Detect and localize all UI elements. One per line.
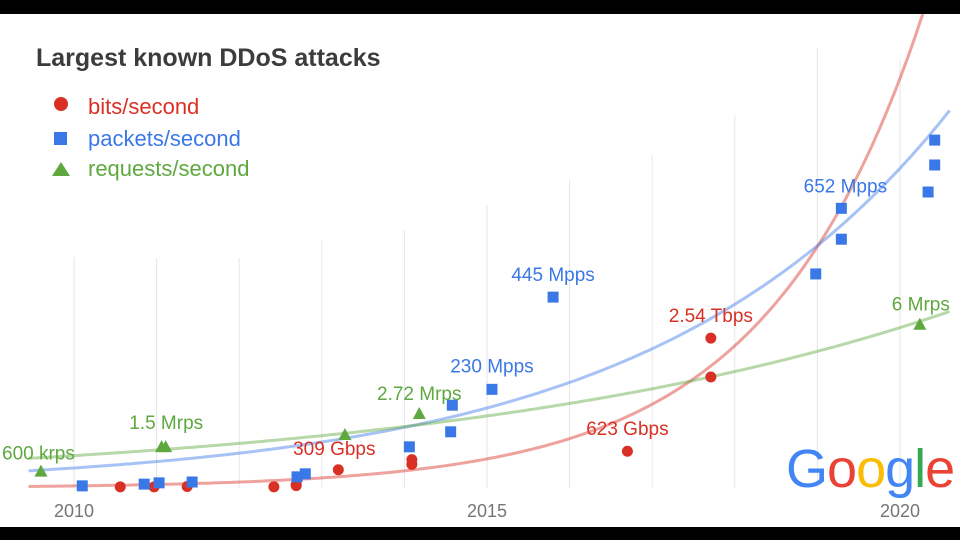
- annotation-label: 623 Gbps: [586, 419, 668, 440]
- annotation-label: 2.72 Mrps: [377, 384, 461, 405]
- data-point-packets: [922, 186, 934, 198]
- triangle-marker-icon: [52, 162, 70, 176]
- data-point-packets: [486, 383, 498, 395]
- data-point-bits: [705, 332, 717, 344]
- gridlines: [73, 48, 901, 488]
- data-point-packets: [138, 478, 150, 490]
- data-point-bits: [406, 458, 418, 470]
- legend-label: packets/second: [88, 126, 241, 151]
- trendlines: [28, 14, 951, 488]
- chart-canvas: 2010 2015 2020 600 krps 1.5 Mrps 309 Gbps 2.7…: [0, 14, 960, 527]
- x-tick-label: 2020: [880, 501, 920, 521]
- annotation-label: 600 krps: [2, 444, 75, 465]
- data-points: [34, 134, 941, 493]
- data-point-packets: [445, 426, 457, 438]
- data-point-packets: [810, 268, 822, 280]
- data-point-requests: [159, 440, 173, 453]
- annotation-label: 2.54 Tbps: [669, 306, 753, 327]
- x-axis-ticks: 2010 2015 2020: [54, 501, 920, 521]
- data-point-packets: [929, 159, 941, 171]
- annotations: 600 krps 1.5 Mrps 309 Gbps 2.72 Mrps 230 Mpp…: [2, 176, 950, 464]
- data-point-packets: [76, 480, 88, 492]
- data-point-packets: [835, 233, 847, 245]
- data-point-bits: [621, 445, 633, 457]
- annotation-label: 230 Mpps: [450, 356, 533, 377]
- square-marker-icon: [54, 132, 67, 145]
- logo-letter: o: [856, 439, 886, 499]
- x-tick-label: 2010: [54, 501, 94, 521]
- logo-letter: g: [885, 439, 915, 499]
- annotation-label: 1.5 Mrps: [129, 413, 203, 434]
- data-point-bits: [705, 371, 717, 383]
- logo-letter: G: [786, 439, 828, 499]
- logo-letter: o: [827, 439, 857, 499]
- data-point-packets: [299, 468, 311, 480]
- annotation-label: 6 Mrps: [892, 295, 950, 316]
- trendline-circle: [28, 14, 925, 488]
- annotation-label: 445 Mpps: [511, 265, 594, 286]
- data-point-requests: [913, 317, 927, 330]
- x-tick-label: 2015: [467, 501, 507, 521]
- legend-label: requests/second: [88, 156, 250, 181]
- legend-item-bits: bits/second: [50, 94, 199, 120]
- data-point-packets: [446, 399, 458, 411]
- data-point-packets: [547, 291, 559, 303]
- data-point-requests: [412, 406, 426, 419]
- data-point-packets: [835, 202, 847, 214]
- data-point-packets: [291, 471, 303, 483]
- data-point-requests: [338, 427, 352, 440]
- data-point-bits: [114, 481, 126, 493]
- data-point-bits: [332, 464, 344, 476]
- logo-letter: l: [914, 439, 926, 499]
- data-point-bits: [268, 481, 280, 493]
- circle-marker-icon: [54, 97, 68, 111]
- legend-item-requests: requests/second: [50, 156, 249, 182]
- data-point-requests: [34, 464, 48, 477]
- annotation-label: 309 Gbps: [293, 439, 375, 460]
- scatter-chart: 2010 2015 2020 600 krps 1.5 Mrps 309 Gbps 2.7…: [2, 14, 951, 521]
- annotation-label: 652 Mpps: [804, 176, 887, 197]
- data-point-packets: [929, 134, 941, 146]
- data-point-packets: [153, 477, 165, 489]
- chart-title: Largest known DDoS attacks: [36, 44, 381, 72]
- legend-label: bits/second: [88, 94, 200, 119]
- data-point-packets: [186, 476, 198, 488]
- data-point-packets: [403, 441, 415, 453]
- legend-item-packets: packets/second: [50, 126, 241, 152]
- google-logo: Google: [786, 438, 955, 500]
- trendline-triangle: [28, 310, 951, 460]
- logo-letter: e: [925, 439, 955, 499]
- trendline-square: [28, 109, 951, 473]
